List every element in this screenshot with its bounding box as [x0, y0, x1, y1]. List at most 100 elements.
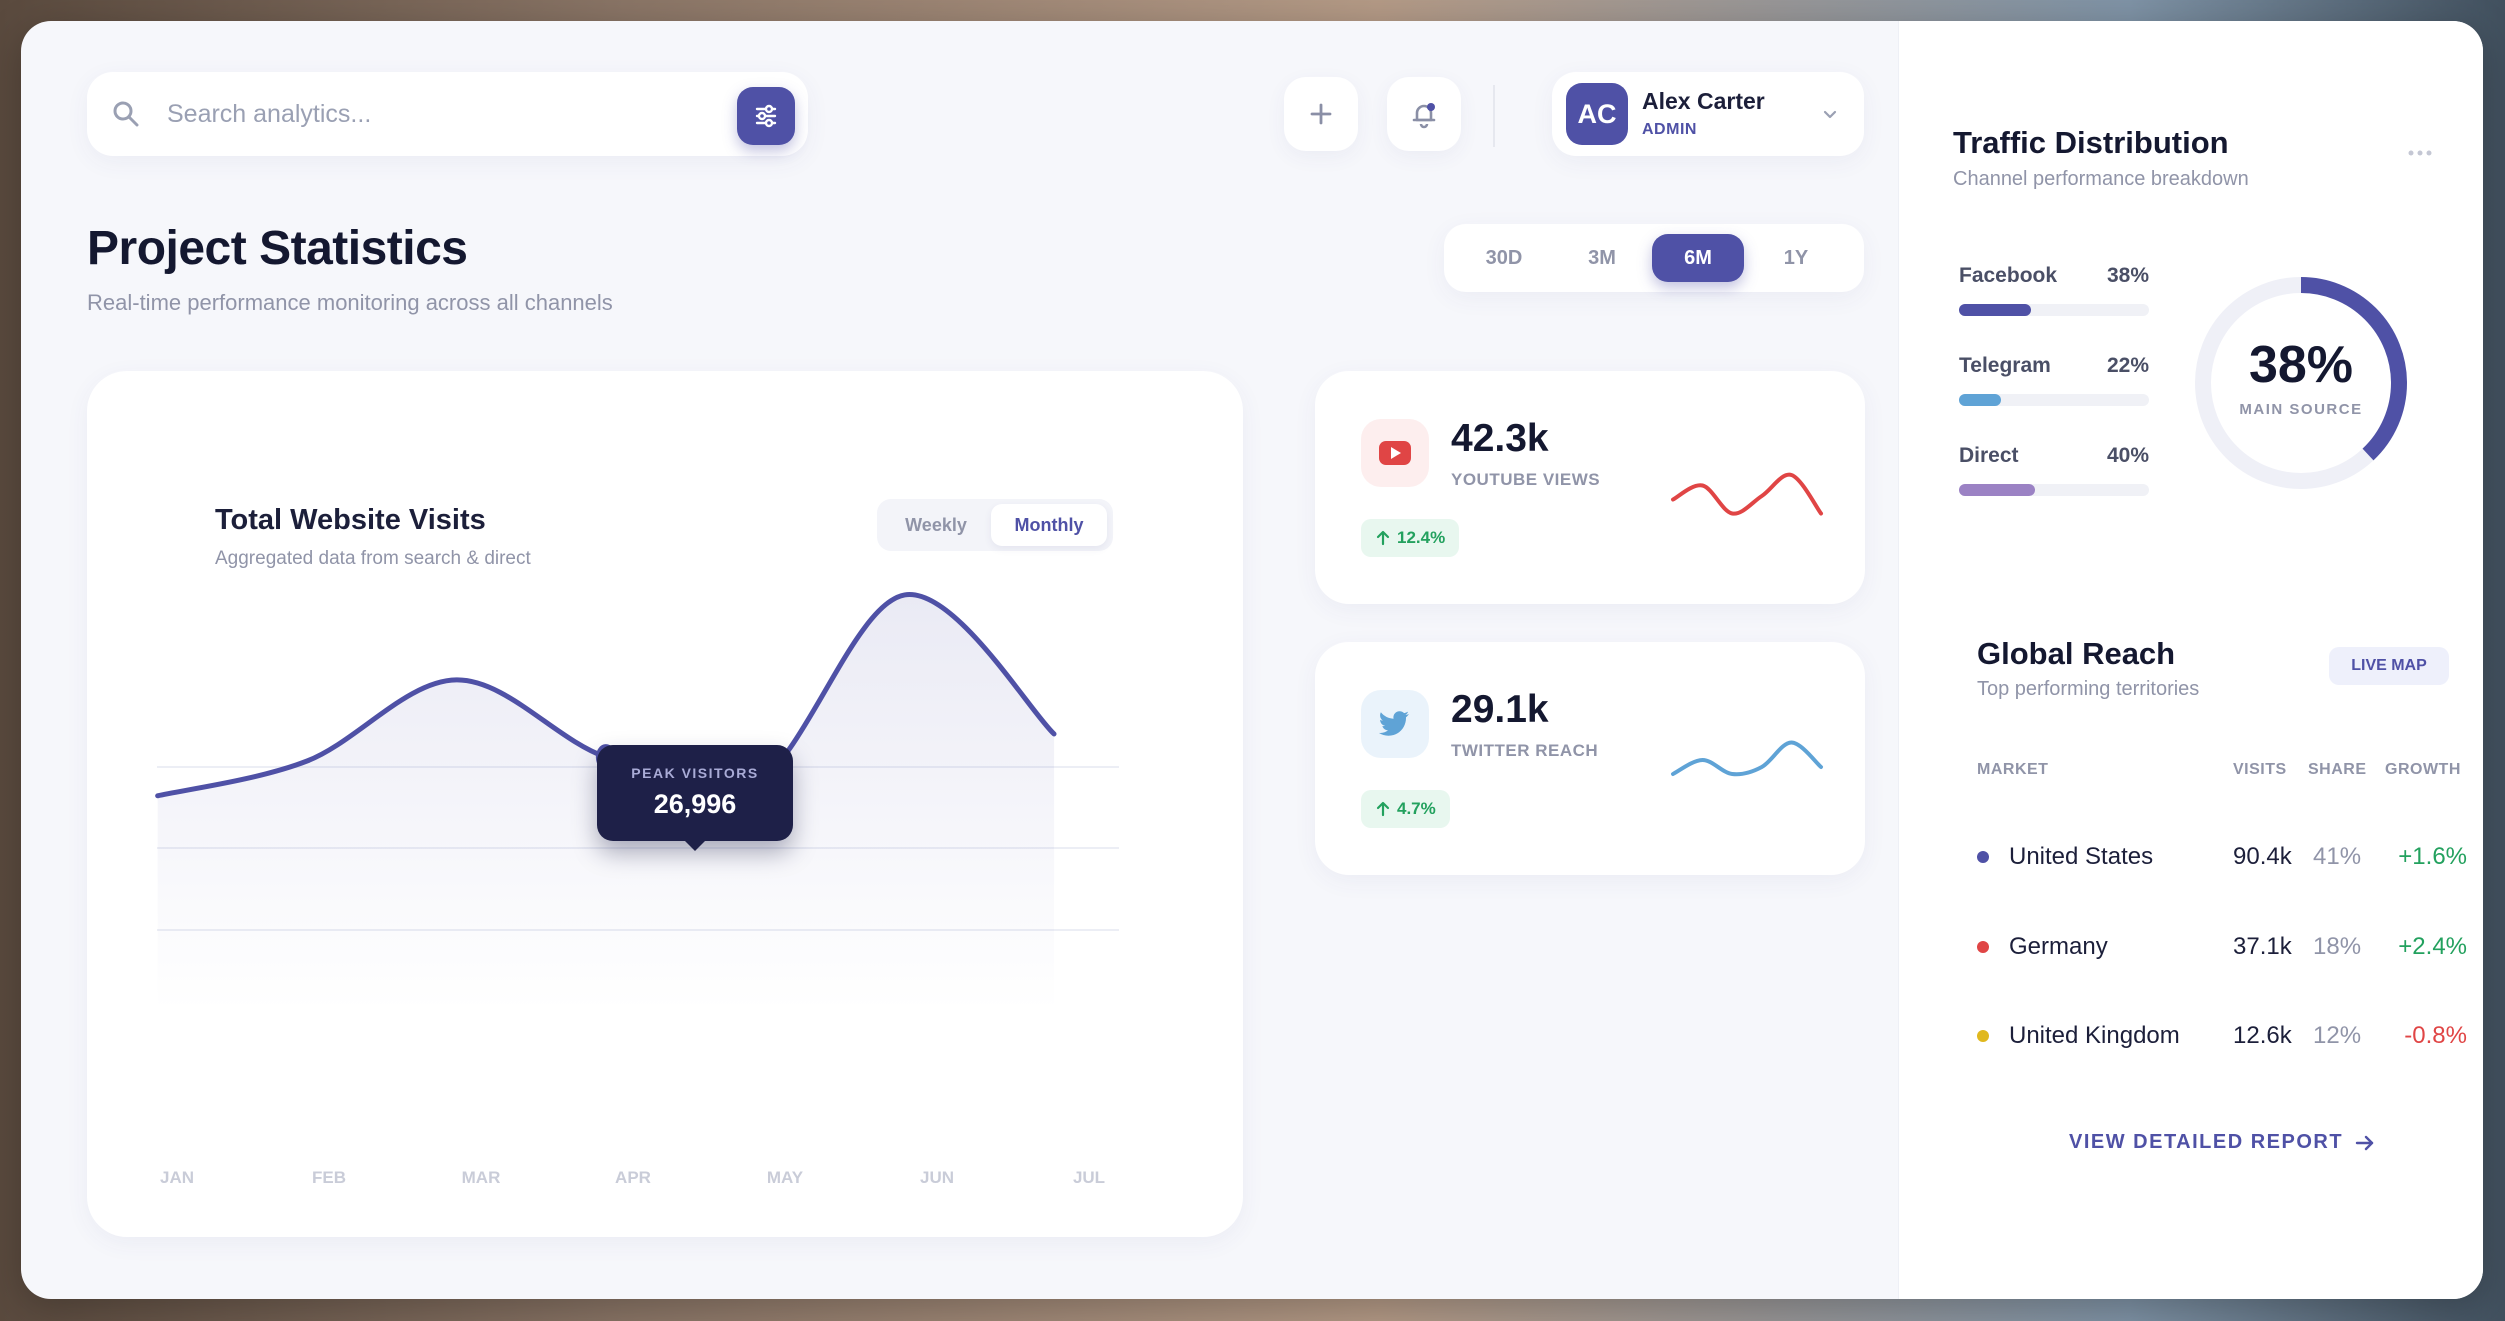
channel-fill — [1959, 394, 2001, 406]
col-share: SHARE — [2308, 761, 2367, 778]
youtube-stat-card[interactable]: 42.3k YOUTUBE VIEWS 12.4% — [1315, 371, 1865, 604]
traffic-subtitle: Channel performance breakdown — [1953, 168, 2249, 190]
youtube-sparkline-path — [1671, 472, 1823, 516]
channel-name: Direct — [1959, 444, 2019, 467]
add-button[interactable] — [1284, 77, 1358, 151]
channel-pct: 38% — [2106, 264, 2149, 287]
x-tick-label: MAY — [767, 1168, 804, 1187]
market-share: 18% — [2313, 933, 2362, 960]
x-tick-label: APR — [615, 1168, 651, 1187]
website-visits-card: Total Website Visits Aggregated data fro… — [87, 371, 1243, 1237]
range-3m[interactable]: 3M — [1588, 246, 1616, 269]
market-growth: +2.4% — [2398, 933, 2467, 960]
arrow-up-icon — [1376, 530, 1390, 546]
avatar: AC — [1566, 83, 1628, 145]
right-panel: Traffic Distribution Channel performance… — [1898, 21, 2483, 1299]
header-divider — [1493, 85, 1495, 147]
x-tick-label: MAR — [462, 1168, 501, 1187]
traffic-title: Traffic Distribution — [1953, 125, 2229, 160]
youtube-views-label: YOUTUBE VIEWS — [1451, 470, 1601, 489]
tooltip-label: PEAK VISITORS — [631, 765, 759, 781]
market-share: 12% — [2313, 1022, 2362, 1049]
channel-fill — [1959, 304, 2032, 316]
market-visits: 37.1k — [2233, 933, 2292, 960]
report-link-label: VIEW DETAILED REPORT — [2069, 1131, 2344, 1153]
notifications-button[interactable] — [1387, 77, 1461, 151]
col-visits: VISITS — [2233, 761, 2287, 778]
youtube-change-badge: 12.4% — [1361, 519, 1460, 557]
market-dot — [1977, 1030, 1989, 1042]
table-row[interactable]: United States 90.4k 41% +1.6% — [1977, 839, 2467, 879]
donut-arc — [2195, 277, 2407, 489]
range-30d[interactable]: 30D — [1485, 246, 1523, 269]
twitter-change-badge: 4.7% — [1361, 790, 1450, 828]
table-row[interactable]: United Kingdom 12.6k 12% -0.8% — [1977, 1018, 2467, 1058]
x-tick-label: FEB — [312, 1168, 346, 1187]
range-1y[interactable]: 1Y — [1783, 246, 1809, 269]
user-role: ADMIN — [1642, 121, 1697, 138]
channel-fill — [1959, 484, 2035, 496]
donut-value: 38% — [2248, 336, 2354, 394]
chevron-down-icon — [1823, 110, 1837, 119]
time-range-selector: 30D 3M 6M 1Y — [1444, 224, 1864, 292]
market-name: United Kingdom — [2009, 1022, 2180, 1049]
sliders-icon — [755, 104, 777, 128]
period-toggle: Weekly Monthly — [877, 499, 1113, 551]
market-dot — [1977, 941, 1989, 953]
youtube-views-value: 42.3k — [1451, 417, 1549, 460]
filter-button[interactable] — [737, 87, 795, 145]
twitter-change: 4.7% — [1397, 799, 1436, 818]
table-row[interactable]: Germany 37.1k 18% +2.4% — [1977, 929, 2467, 969]
market-dot — [1977, 851, 1989, 863]
channel-pct: 22% — [2106, 354, 2149, 377]
page-subtitle: Real-time performance monitoring across … — [87, 290, 613, 315]
youtube-sparkline — [1671, 472, 1823, 516]
youtube-icon — [1361, 419, 1429, 487]
col-growth: GROWTH — [2385, 761, 2461, 778]
more-icon[interactable] — [2407, 149, 2433, 157]
user-menu[interactable]: AC Alex Carter ADMIN — [1552, 72, 1864, 156]
market-name: United States — [2009, 843, 2154, 870]
reach-subtitle: Top performing territories — [1977, 678, 2200, 700]
page-title: Project Statistics — [87, 222, 468, 275]
channel-pct: 40% — [2106, 444, 2149, 467]
twitter-reach-label: TWITTER REACH — [1451, 741, 1599, 760]
market-visits: 90.4k — [2233, 843, 2292, 870]
donut-label: MAIN SOURCE — [2239, 401, 2363, 418]
channel-track — [1959, 394, 2149, 406]
arrow-up-icon — [1376, 801, 1390, 817]
search-input[interactable] — [167, 90, 707, 138]
market-name: Germany — [2009, 933, 2108, 960]
toggle-weekly[interactable]: Weekly — [905, 514, 967, 535]
user-name: Alex Carter — [1642, 88, 1765, 114]
channel-name: Telegram — [1959, 354, 2051, 377]
channel-name: Facebook — [1959, 264, 2058, 287]
market-growth: +1.6% — [2398, 843, 2467, 870]
x-tick-label: JAN — [160, 1168, 194, 1187]
market-visits: 12.6k — [2233, 1022, 2292, 1049]
live-map-button[interactable]: LIVE MAP — [2329, 647, 2449, 685]
channel-track — [1959, 484, 2149, 496]
peak-tooltip: PEAK VISITORS 26,996 — [597, 745, 793, 851]
twitter-stat-card[interactable]: 29.1k TWITTER REACH 4.7% — [1315, 642, 1865, 875]
view-report-link[interactable]: VIEW DETAILED REPORT — [2069, 1131, 2375, 1154]
arrow-right-icon — [2355, 1135, 2374, 1150]
market-growth: -0.8% — [2404, 1022, 2467, 1049]
tooltip-value: 26,996 — [653, 789, 737, 819]
x-tick-label: JUL — [1073, 1168, 1105, 1187]
toggle-monthly[interactable]: Monthly — [991, 504, 1107, 546]
chart-subtitle: Aggregated data from search & direct — [215, 548, 531, 569]
range-6m[interactable]: 6M — [1652, 234, 1744, 282]
market-share: 41% — [2313, 843, 2362, 870]
twitter-reach-value: 29.1k — [1451, 688, 1549, 731]
reach-title: Global Reach — [1977, 636, 2176, 671]
traffic-donut — [2195, 277, 2407, 489]
channel-track — [1959, 304, 2149, 316]
dashboard-frame: AC Alex Carter ADMIN Project Statistics … — [21, 21, 2483, 1299]
twitter-icon — [1361, 690, 1429, 758]
chart-title: Total Website Visits — [215, 504, 486, 536]
x-tick-label: JUN — [920, 1168, 954, 1187]
bell-icon — [1412, 103, 1436, 129]
col-market: MARKET — [1977, 761, 2049, 778]
youtube-change: 12.4% — [1397, 528, 1446, 547]
